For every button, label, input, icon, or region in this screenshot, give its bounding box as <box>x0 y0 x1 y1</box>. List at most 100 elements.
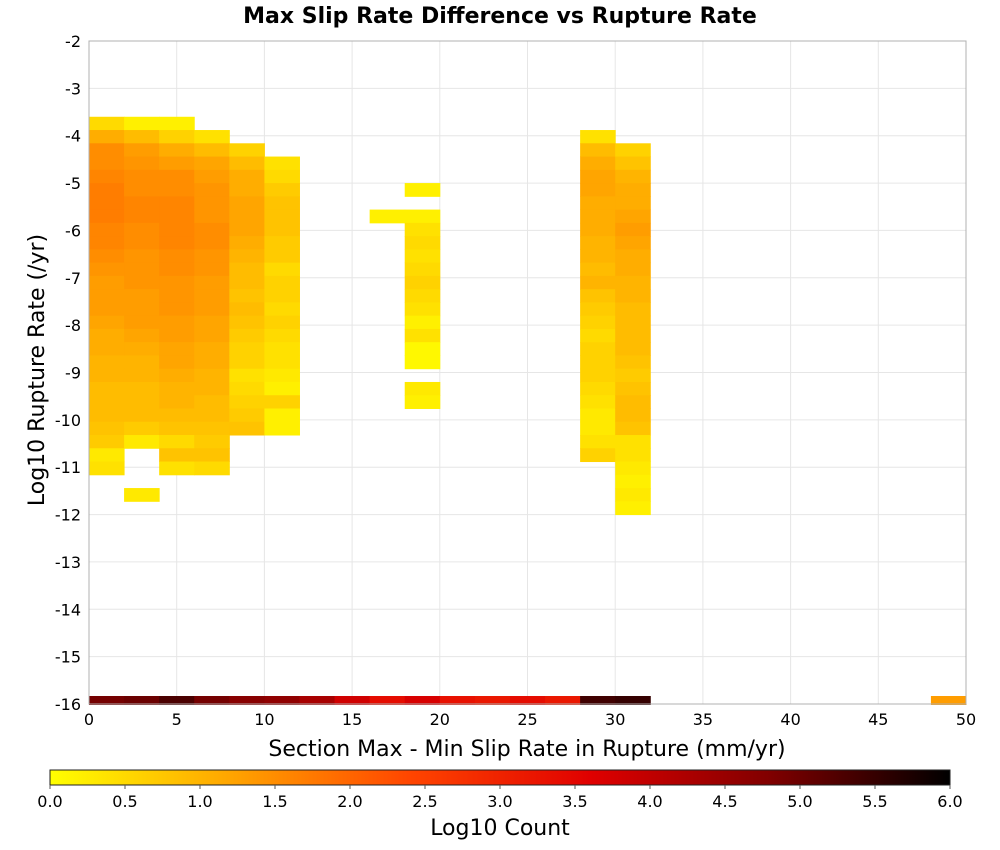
heatmap-cell <box>124 169 160 184</box>
x-tick-label: 15 <box>342 710 362 729</box>
y-tick-label: -9 <box>65 364 81 383</box>
heatmap-cell <box>194 368 230 383</box>
heatmap-cell <box>124 421 160 436</box>
heatmap-cell <box>229 302 265 317</box>
heatmap-cell <box>194 222 230 237</box>
heatmap-cell <box>615 461 651 476</box>
heatmap-cell <box>124 130 160 144</box>
heatmap-cell <box>615 368 651 383</box>
heatmap-cell <box>580 249 616 264</box>
colorbar-tick-label: 5.0 <box>787 792 812 811</box>
heatmap-cell <box>124 236 160 250</box>
heatmap-cell <box>159 395 195 409</box>
heatmap-cell <box>264 395 300 409</box>
heatmap-cell <box>404 381 441 396</box>
heatmap-cell <box>194 249 230 264</box>
heatmap-cell <box>89 368 125 383</box>
heatmap-cell <box>229 355 265 370</box>
heatmap-cell <box>159 302 195 317</box>
heatmap-cell <box>229 421 265 436</box>
x-tick-label: 0 <box>84 710 94 729</box>
heatmap-cell <box>194 342 230 356</box>
y-tick-label: -15 <box>55 648 81 667</box>
heatmap-cell <box>194 196 230 211</box>
heatmap-cell <box>404 395 441 409</box>
y-tick-label: -12 <box>55 506 81 525</box>
heatmap-cell <box>580 381 616 396</box>
x-tick-label: 35 <box>693 710 713 729</box>
heatmap-cell <box>580 355 616 370</box>
heatmap-cell <box>159 169 195 184</box>
heatmap-cell <box>194 448 230 463</box>
heatmap-cell <box>159 143 195 158</box>
heatmap-cell <box>580 315 616 330</box>
heatmap-cell <box>615 302 651 317</box>
heatmap-cell <box>229 696 265 705</box>
heatmap-cell <box>89 302 125 317</box>
y-axis-ticks: -16 -15 -14 -13 -12 -11 -10 -9 -8 -7 -6 -5 -4 -3 -2 <box>55 32 81 714</box>
heatmap-cell <box>264 368 300 383</box>
heatmap-cell <box>159 408 195 423</box>
heatmap-cell <box>89 222 125 237</box>
heatmap-cell <box>580 421 616 436</box>
heatmap-cell <box>580 342 616 356</box>
heatmap-cell <box>580 222 616 237</box>
heatmap-cell <box>89 249 125 264</box>
heatmap-cell <box>404 302 441 317</box>
x-tick-label: 25 <box>517 710 537 729</box>
heatmap-cell <box>615 169 651 184</box>
heatmap-cell <box>194 209 230 224</box>
heatmap-cell <box>159 196 195 211</box>
heatmap-cell <box>89 289 125 303</box>
heatmap-cell <box>615 435 651 449</box>
heatmap-cell <box>229 143 265 158</box>
heatmap-cell <box>159 209 195 224</box>
heatmap-cell <box>194 156 230 171</box>
heatmap-cell <box>580 156 616 171</box>
heatmap-cell <box>615 156 651 171</box>
colorbar-title: Log10 Count <box>430 816 570 841</box>
heatmap-cell <box>124 275 160 290</box>
heatmap-cell <box>580 262 616 277</box>
heatmap-cell <box>404 355 441 370</box>
heatmap-cell <box>264 289 300 303</box>
heatmap-cell <box>194 302 230 317</box>
heatmap-cell <box>615 249 651 264</box>
heatmap-cell <box>229 262 265 277</box>
heatmap-cell <box>404 342 441 356</box>
heatmap-cell <box>159 249 195 264</box>
heatmap-cell <box>580 368 616 383</box>
colorbar-tick-label: 2.0 <box>337 792 362 811</box>
heatmap-cell <box>264 355 300 370</box>
heatmap-cell <box>580 289 616 303</box>
x-tick-label: 50 <box>956 710 976 729</box>
heatmap-cell <box>404 236 441 250</box>
colorbar-tick-label: 3.5 <box>562 792 587 811</box>
heatmap-cell <box>404 275 441 290</box>
heatmap-cell <box>615 421 651 436</box>
heatmap-cell <box>229 249 265 264</box>
y-tick-label: -6 <box>65 221 81 240</box>
x-tick-label: 5 <box>172 710 182 729</box>
heatmap-cell <box>89 315 125 330</box>
heatmap-cell <box>580 275 616 290</box>
heatmap-cell <box>229 395 265 409</box>
heatmap-cell <box>615 696 651 705</box>
heatmap-cell <box>615 289 651 303</box>
heatmap-cell <box>229 315 265 330</box>
heatmap-cell <box>194 421 230 436</box>
colorbar-tick-label: 4.0 <box>637 792 662 811</box>
heatmap-cell <box>580 395 616 409</box>
heatmap-cell <box>159 315 195 330</box>
heatmap-cell <box>194 315 230 330</box>
heatmap-cell <box>580 130 616 144</box>
heatmap-cell <box>124 368 160 383</box>
colorbar-tick-label: 3.0 <box>487 792 512 811</box>
heatmap-cell <box>615 262 651 277</box>
y-tick-label: -2 <box>65 32 81 51</box>
heatmap-cell <box>124 328 160 343</box>
heatmap-cell <box>89 183 125 197</box>
heatmap-cell <box>159 342 195 356</box>
heatmap-cell <box>229 236 265 250</box>
